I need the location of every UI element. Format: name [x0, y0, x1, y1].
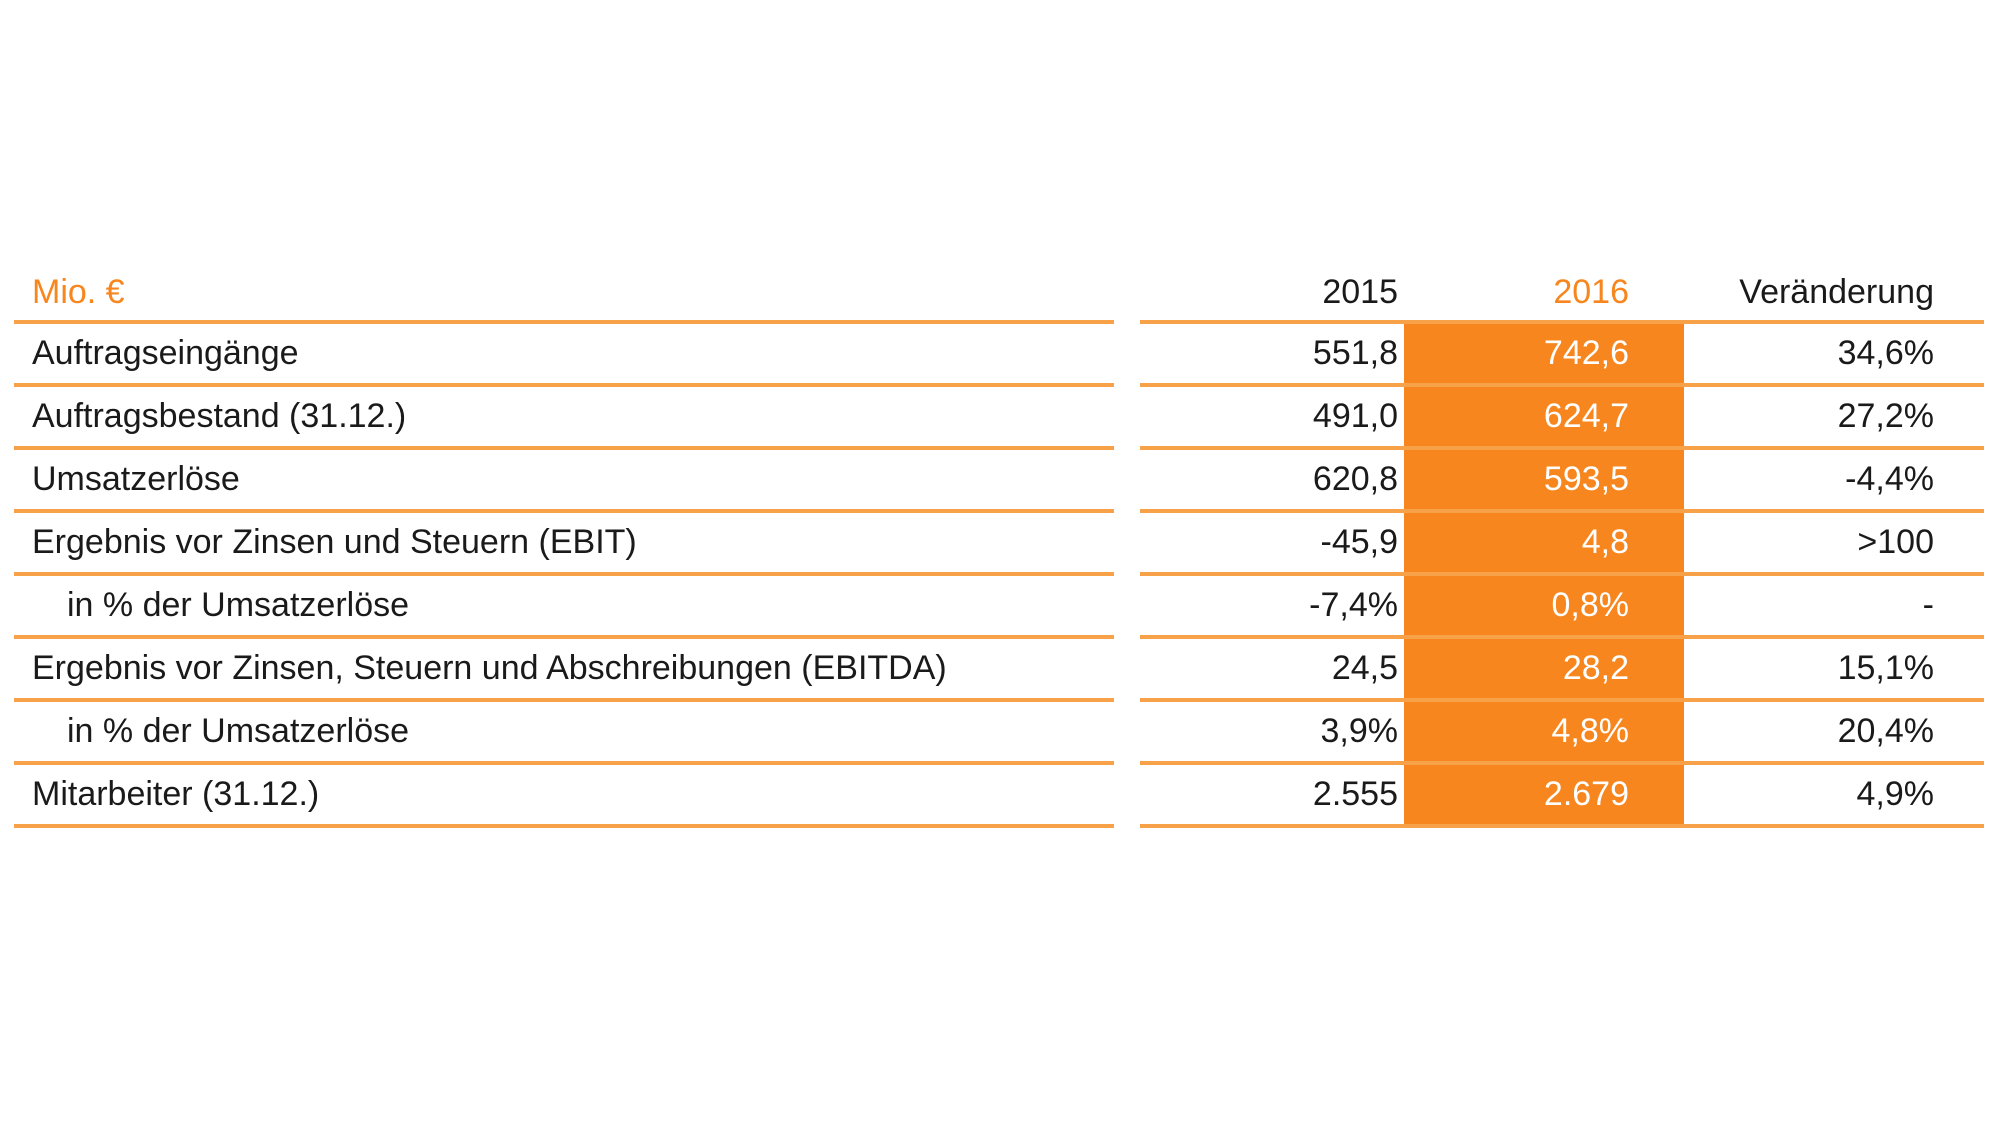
table-row: Ergebnis vor Zinsen und Steuern (EBIT) -4… — [14, 511, 1984, 574]
value-2016: 624,7 — [1543, 397, 1629, 435]
value-2015: 2.555 — [1312, 775, 1398, 813]
row-rule-left — [14, 698, 1114, 702]
value-change: >100 — [1857, 523, 1934, 561]
unit-label: Mio. € — [32, 272, 125, 311]
header-2015: 2015 — [1322, 272, 1398, 311]
financial-table: Mio. € 2015 2016 Veränderung Auftragsein… — [14, 262, 1984, 828]
value-2015: -45,9 — [1320, 523, 1399, 561]
row-rule-right — [1140, 761, 1984, 765]
header-rule-right — [1140, 320, 1984, 324]
row-rule-left — [14, 572, 1114, 576]
value-2015: 24,5 — [1331, 649, 1398, 687]
row-label: Ergebnis vor Zinsen und Steuern (EBIT) — [32, 523, 637, 561]
value-2015: 551,8 — [1312, 334, 1398, 372]
row-rule-right — [1140, 383, 1984, 387]
value-change: 20,4% — [1837, 712, 1934, 750]
row-rule-left — [14, 383, 1114, 387]
header-change: Veränderung — [1739, 272, 1934, 311]
row-label: Umsatzerlöse — [32, 460, 240, 498]
value-2016: 593,5 — [1543, 460, 1629, 498]
row-rule-right — [1140, 572, 1984, 576]
value-2016: 28,2 — [1562, 649, 1629, 687]
table-row: in % der Umsatzerlöse -7,4% 0,8% - — [14, 574, 1984, 637]
row-rule-left — [14, 446, 1114, 450]
row-label: Mitarbeiter (31.12.) — [32, 775, 320, 813]
row-rule-left — [14, 635, 1114, 639]
value-2016: 2.679 — [1543, 775, 1629, 813]
value-change: 27,2% — [1837, 397, 1934, 435]
value-change: 34,6% — [1837, 334, 1934, 372]
row-label: Auftragseingänge — [32, 334, 299, 372]
table-row: Umsatzerlöse 620,8 593,5 -4,4% — [14, 448, 1984, 511]
value-change: 15,1% — [1837, 649, 1934, 687]
row-rule-left — [14, 509, 1114, 513]
value-2016: 4,8% — [1551, 712, 1630, 750]
table-row: in % der Umsatzerlöse 3,9% 4,8% 20,4% — [14, 700, 1984, 763]
value-2015: -7,4% — [1309, 586, 1398, 624]
row-label: in % der Umsatzerlöse — [67, 586, 410, 624]
row-rule-right — [1140, 509, 1984, 513]
value-2016: 4,8 — [1581, 523, 1629, 561]
row-rule-right — [1140, 635, 1984, 639]
table-row: Mitarbeiter (31.12.) 2.555 2.679 4,9% — [14, 763, 1984, 826]
value-change: 4,9% — [1856, 775, 1935, 813]
table-row: Auftragsbestand (31.12.) 491,0 624,7 27,2% — [14, 385, 1984, 448]
row-rule-left — [14, 824, 1114, 828]
value-change: -4,4% — [1845, 460, 1934, 498]
value-2015: 620,8 — [1312, 460, 1398, 498]
table-header: Mio. € 2015 2016 Veränderung — [14, 262, 1984, 322]
header-2016: 2016 — [1553, 272, 1629, 311]
table-row: Auftragseingänge 551,8 742,6 34,6% — [14, 322, 1984, 385]
row-rule-left — [14, 761, 1114, 765]
row-label: in % der Umsatzerlöse — [67, 712, 410, 750]
row-rule-right — [1140, 446, 1984, 450]
row-rule-right — [1140, 824, 1984, 828]
value-change: - — [1922, 586, 1934, 624]
row-label: Auftragsbestand (31.12.) — [32, 397, 407, 435]
header-rule-left — [14, 320, 1114, 324]
value-2015: 3,9% — [1320, 712, 1399, 750]
row-label: Ergebnis vor Zinsen, Steuern und Abschre… — [32, 649, 947, 687]
value-2016: 0,8% — [1551, 586, 1630, 624]
value-2016: 742,6 — [1543, 334, 1629, 372]
value-2015: 491,0 — [1312, 397, 1398, 435]
table-row: Ergebnis vor Zinsen, Steuern und Abschre… — [14, 637, 1984, 700]
row-rule-right — [1140, 698, 1984, 702]
